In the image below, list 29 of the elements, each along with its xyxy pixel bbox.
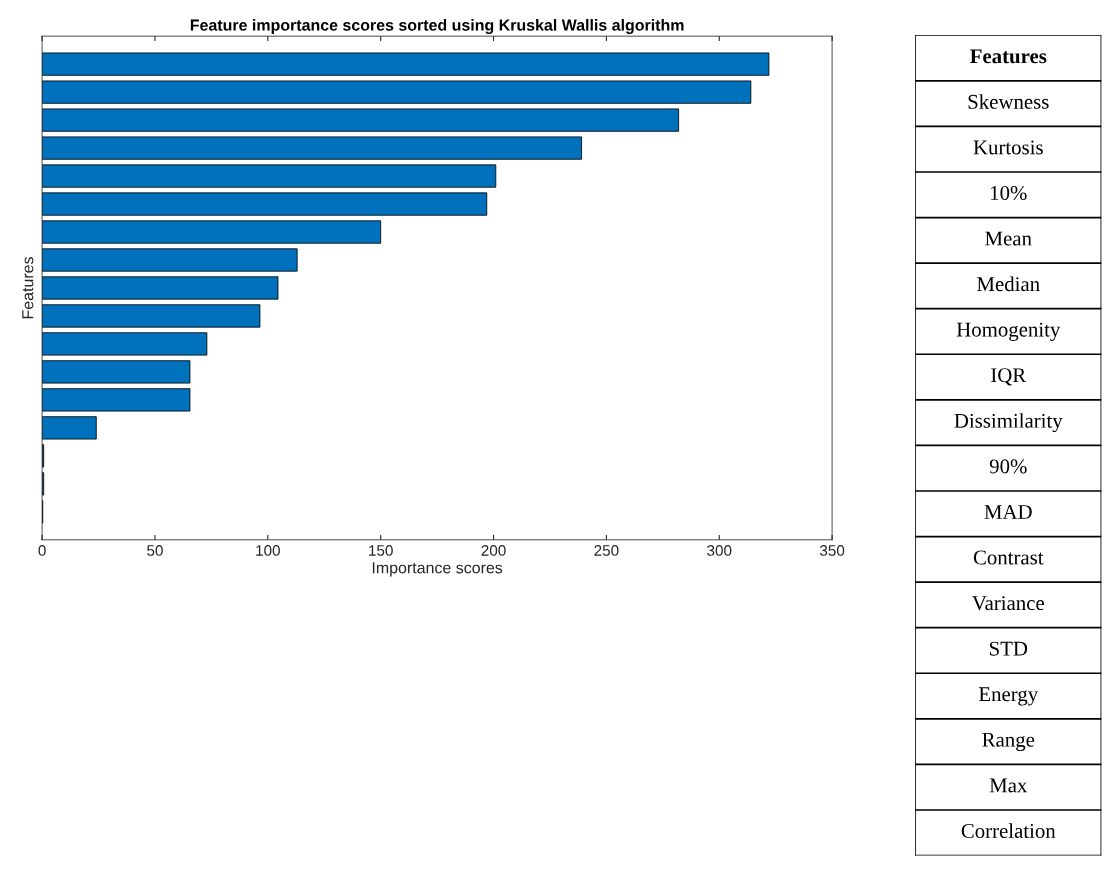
text: IQR (991, 368, 1027, 386)
text: MAD (984, 505, 1032, 519)
x-tick-label: 200 (481, 545, 506, 556)
x-tick-label: 350 (819, 545, 845, 556)
text: Median (977, 276, 1040, 292)
text: Range (982, 732, 1035, 752)
text: Dissimilarity (954, 413, 1063, 433)
text: Skewness (968, 94, 1049, 109)
text: 10% (991, 185, 1027, 201)
text: Features (970, 49, 1047, 64)
text: Variance (972, 596, 1044, 611)
text: 90% (989, 459, 1027, 474)
text: Contrast (973, 550, 1044, 565)
x-tick-label: 300 (707, 545, 732, 556)
x-axis-title: Importance scores (372, 562, 503, 577)
text: Energy (978, 687, 1039, 706)
text: Mean (985, 231, 1032, 246)
text: Correlation (961, 823, 1056, 838)
x-tick-label: 0 (38, 545, 46, 556)
x-tick-label: 250 (594, 545, 619, 556)
text: STD (990, 641, 1028, 656)
x-tick-label: 50 (147, 545, 163, 556)
text: Max (989, 778, 1028, 793)
text: Kurtosis (973, 140, 1043, 155)
text: Homogenity (956, 322, 1061, 341)
y-axis-title: Features (22, 257, 34, 319)
x-tick-label: 150 (369, 545, 393, 556)
x-tick-label: 100 (256, 545, 280, 556)
chart-title: Feature importance scores sorted using Kruskal Wallis algorithm (190, 19, 684, 34)
